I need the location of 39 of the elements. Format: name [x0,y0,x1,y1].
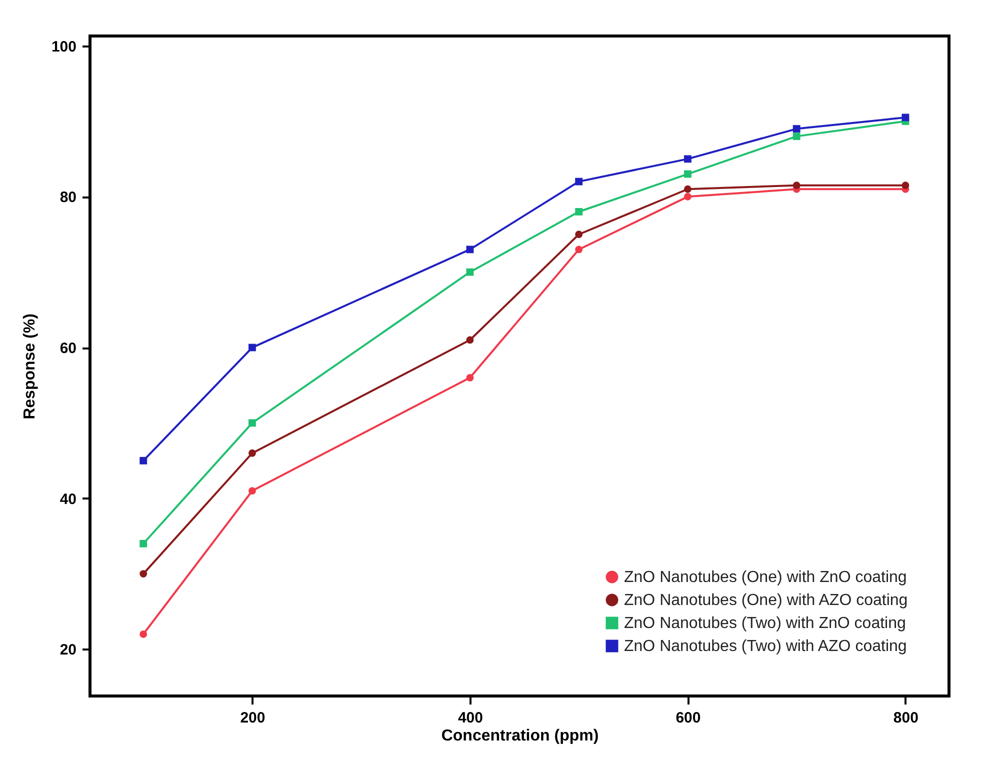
point [575,246,583,254]
point [248,487,256,495]
legend-label: ZnO Nanotubes (Two) with ZnO coating [624,615,906,632]
point [902,114,910,122]
point [140,456,148,464]
point [684,155,692,163]
point [466,374,474,382]
y-tick-label: 80 [60,189,76,206]
point [140,540,148,548]
x-tick-label: 600 [676,710,701,726]
point [792,125,800,132]
y-axis-title: Response (%) [21,314,38,420]
y-tick-label: 100 [51,38,76,56]
point [248,419,256,427]
legend-label: ZnO Nanotubes (One) with ZnO coating [624,569,907,586]
x-tick-label: 400 [458,710,483,726]
x-tick-label: 200 [240,710,266,726]
legend-label: ZnO Nanotubes (One) with AZO coating [624,592,908,609]
y-tick-label: 60 [60,340,76,358]
point [575,230,583,238]
point [140,570,148,578]
point [792,132,800,140]
point [684,192,692,200]
point [684,185,692,193]
y-tick-label: 20 [60,642,76,659]
x-tick-label: 800 [893,710,918,726]
point [684,170,692,178]
x-axis-title: Concentration (ppm) [441,728,599,744]
point [575,178,583,186]
point [575,208,583,216]
legend-label: ZnO Nanotubes (Two) with AZO coating [624,638,907,655]
point [792,182,800,190]
point [248,344,256,352]
point [140,630,148,638]
point [466,268,474,276]
point [466,336,474,344]
y-tick-label: 40 [60,490,76,508]
point [902,182,910,190]
point [248,449,256,457]
